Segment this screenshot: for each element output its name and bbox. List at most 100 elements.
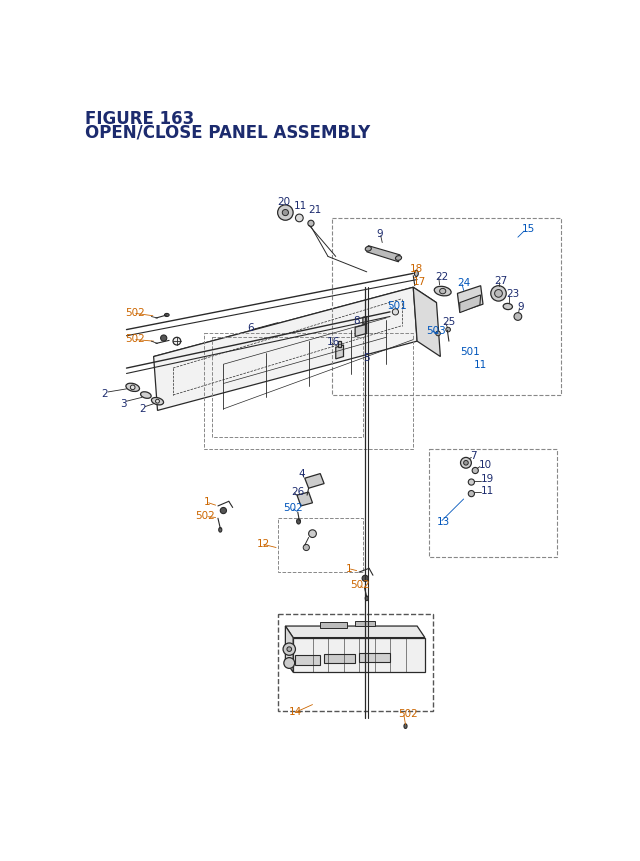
Polygon shape	[154, 288, 417, 411]
Polygon shape	[363, 317, 367, 325]
Text: 16: 16	[327, 337, 340, 347]
Text: 5: 5	[363, 352, 369, 362]
Text: 502: 502	[283, 503, 303, 513]
Circle shape	[284, 658, 294, 669]
Text: 501: 501	[460, 347, 479, 356]
Polygon shape	[305, 474, 324, 489]
Ellipse shape	[141, 393, 151, 399]
Text: 18: 18	[410, 263, 422, 274]
Ellipse shape	[126, 384, 140, 392]
Polygon shape	[413, 288, 440, 357]
Circle shape	[308, 221, 314, 227]
Text: 502: 502	[397, 709, 417, 718]
Ellipse shape	[415, 271, 419, 277]
Circle shape	[278, 206, 293, 221]
Text: 7: 7	[470, 450, 476, 461]
Circle shape	[303, 545, 309, 551]
Polygon shape	[320, 623, 348, 629]
Text: 502: 502	[349, 579, 369, 590]
Text: FIGURE 163: FIGURE 163	[85, 109, 195, 127]
Ellipse shape	[152, 398, 164, 406]
Text: 23: 23	[506, 289, 520, 299]
Circle shape	[472, 468, 478, 474]
Polygon shape	[458, 287, 483, 313]
Text: 9: 9	[376, 229, 383, 239]
Polygon shape	[154, 288, 436, 376]
Polygon shape	[355, 621, 374, 626]
Text: 12: 12	[257, 538, 270, 548]
Circle shape	[461, 458, 472, 468]
Text: 501: 501	[387, 300, 406, 311]
Circle shape	[463, 461, 468, 466]
Polygon shape	[296, 655, 320, 665]
Text: 13: 13	[436, 516, 450, 526]
Polygon shape	[285, 626, 425, 638]
Ellipse shape	[404, 724, 407, 728]
Polygon shape	[293, 638, 425, 672]
Text: 1: 1	[204, 497, 211, 507]
Circle shape	[468, 480, 474, 486]
Text: 11: 11	[294, 201, 307, 211]
Polygon shape	[460, 295, 481, 313]
Text: 2: 2	[139, 404, 145, 413]
Text: 3: 3	[120, 399, 127, 408]
Ellipse shape	[503, 304, 513, 310]
Circle shape	[468, 491, 474, 497]
Circle shape	[161, 336, 167, 342]
Text: 14: 14	[289, 706, 303, 715]
Polygon shape	[336, 345, 344, 359]
Circle shape	[173, 338, 180, 345]
Polygon shape	[367, 246, 400, 263]
Text: 24: 24	[458, 277, 470, 288]
Ellipse shape	[365, 597, 368, 601]
Text: 25: 25	[443, 317, 456, 326]
Text: 21: 21	[308, 204, 322, 214]
Text: 9: 9	[517, 301, 524, 312]
Text: 20: 20	[278, 197, 291, 207]
Ellipse shape	[131, 386, 135, 390]
Circle shape	[362, 575, 368, 582]
Ellipse shape	[440, 289, 446, 294]
Text: 17: 17	[413, 276, 426, 287]
Circle shape	[282, 210, 289, 216]
Circle shape	[308, 530, 316, 538]
Text: 6: 6	[248, 323, 254, 333]
Text: 11: 11	[474, 360, 487, 370]
Circle shape	[220, 508, 227, 514]
Ellipse shape	[219, 528, 222, 532]
Text: 2: 2	[102, 389, 108, 399]
Polygon shape	[324, 654, 355, 663]
Text: 19: 19	[481, 474, 494, 484]
Text: 502: 502	[125, 334, 145, 344]
Circle shape	[296, 215, 303, 222]
Polygon shape	[297, 492, 312, 506]
Text: 502: 502	[195, 511, 214, 521]
Text: 22: 22	[435, 271, 448, 282]
Text: 8: 8	[353, 315, 360, 325]
Circle shape	[283, 643, 296, 655]
Ellipse shape	[164, 314, 169, 317]
Text: 26: 26	[291, 486, 304, 497]
Polygon shape	[338, 342, 341, 348]
Ellipse shape	[296, 519, 301, 524]
Ellipse shape	[156, 400, 159, 404]
Polygon shape	[355, 325, 367, 338]
Circle shape	[436, 331, 440, 337]
Text: 503: 503	[426, 325, 446, 335]
Ellipse shape	[396, 257, 401, 261]
Circle shape	[495, 290, 502, 298]
Circle shape	[287, 647, 292, 652]
Text: 10: 10	[479, 460, 492, 470]
Polygon shape	[285, 626, 293, 672]
Circle shape	[392, 309, 399, 316]
Text: 27: 27	[495, 276, 508, 285]
Text: 502: 502	[125, 307, 145, 318]
Circle shape	[446, 328, 451, 332]
Ellipse shape	[365, 247, 371, 251]
Text: 1: 1	[346, 563, 353, 573]
Text: 15: 15	[522, 224, 535, 233]
Text: 4: 4	[298, 468, 305, 478]
Circle shape	[491, 287, 506, 301]
Circle shape	[514, 313, 522, 321]
Text: 11: 11	[481, 486, 494, 495]
